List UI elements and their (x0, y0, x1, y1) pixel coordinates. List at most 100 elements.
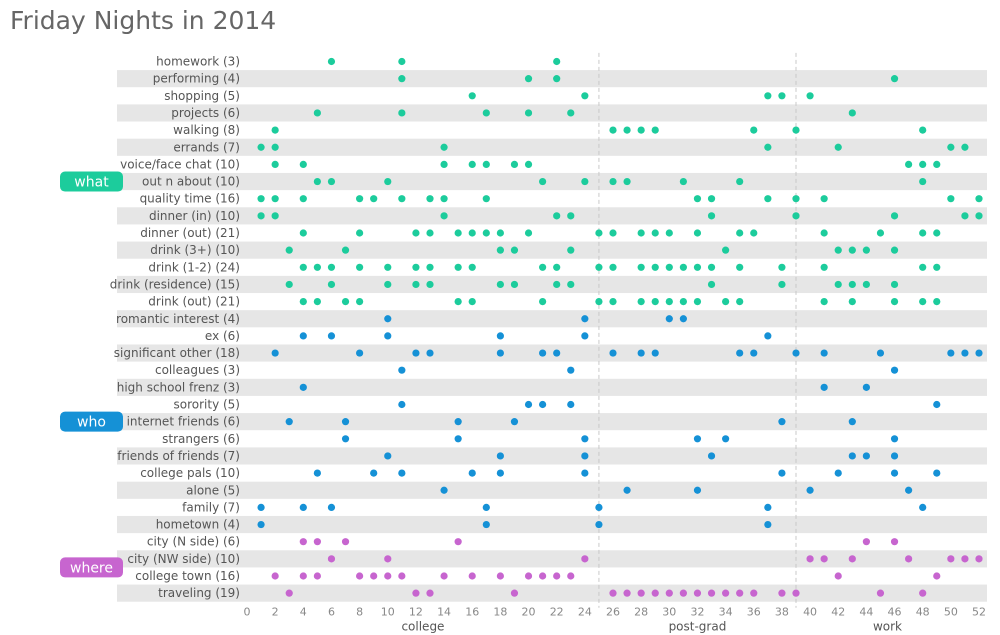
point-significant-other-18-week-51 (961, 349, 969, 357)
period-label-work: work (873, 620, 902, 634)
x-tick-label: 6 (328, 606, 335, 619)
point-drink-3-10-week-42 (834, 246, 842, 254)
point-dinner-in-10-week-39 (792, 212, 800, 220)
x-tick-label: 34 (719, 606, 733, 619)
point-out-n-about-10-week-31 (679, 177, 687, 186)
point-college-town-16-week-11 (398, 572, 406, 580)
point-city-n-side-6-week-7 (341, 538, 350, 546)
point-dinner-in-10-week-33 (707, 212, 716, 220)
point-voice-face-chat-10-week-20 (524, 160, 533, 168)
point-out-n-about-10-week-48 (919, 177, 927, 186)
x-tick-label: 12 (409, 606, 423, 619)
point-traveling-19-week-34 (722, 589, 730, 597)
row-band (117, 70, 987, 88)
point-dinner-out-21-week-26 (609, 229, 617, 237)
point-drink-1-2-24-week-5 (313, 263, 321, 271)
point-traveling-19-week-36 (750, 589, 758, 597)
point-strangers-6-week-32 (693, 435, 702, 443)
point-drink-out-21-week-8 (356, 298, 364, 306)
row-band (117, 344, 987, 362)
point-quality-time-16-week-17 (482, 195, 490, 203)
row-band (117, 104, 987, 122)
point-internet-friends-6-week-43 (848, 418, 856, 426)
point-drink-1-2-24-week-35 (736, 263, 744, 271)
point-romantic-interest-4-week-24 (581, 315, 589, 323)
point-dinner-out-21-week-20 (524, 229, 533, 237)
row-band (117, 207, 987, 225)
point-sorority-5-week-21 (539, 400, 547, 409)
point-errands-7-week-51 (961, 143, 969, 151)
point-projects-6-week-5 (313, 109, 321, 117)
x-tick-label: 28 (634, 606, 648, 619)
point-dinner-out-21-week-16 (468, 229, 476, 237)
row-label-alone-5: alone (5) (186, 483, 240, 497)
point-drink-out-21-week-26 (609, 298, 617, 306)
point-drink-1-2-24-week-15 (454, 263, 462, 271)
period-labels: college post-grad work (401, 620, 902, 634)
point-traveling-19-week-39 (792, 589, 800, 597)
point-ex-6-week-4 (299, 332, 307, 340)
point-shopping-5-week-24 (581, 92, 589, 100)
point-drink-out-21-week-7 (341, 298, 350, 306)
point-traveling-19-week-30 (665, 589, 673, 597)
period-dividers (598, 52, 797, 608)
point-alone-5-week-32 (693, 486, 702, 494)
point-city-nw-side-10-week-10 (384, 555, 392, 563)
point-walking-8-week-29 (651, 126, 659, 134)
x-tick-label: 38 (775, 606, 789, 619)
point-projects-6-week-20 (524, 109, 533, 117)
point-traveling-19-week-35 (736, 589, 744, 597)
point-hometown-4-week-1 (257, 520, 265, 529)
point-traveling-19-week-32 (693, 589, 702, 597)
point-voice-face-chat-10-week-19 (510, 160, 519, 168)
point-dinner-out-21-week-28 (637, 229, 645, 237)
point-drink-residence-15-week-18 (496, 280, 504, 289)
point-quality-time-16-week-11 (398, 195, 406, 203)
point-quality-time-16-week-8 (356, 195, 364, 203)
point-strangers-6-week-24 (581, 435, 589, 443)
point-family-7-week-37 (764, 503, 772, 511)
point-drink-1-2-24-week-25 (595, 263, 603, 271)
point-walking-8-week-2 (271, 126, 279, 134)
point-romantic-interest-4-week-10 (384, 315, 392, 323)
point-dinner-out-21-week-35 (736, 229, 744, 237)
point-city-n-side-6-week-4 (299, 538, 307, 546)
point-dinner-out-21-week-48 (919, 229, 927, 237)
point-significant-other-18-week-26 (609, 349, 617, 357)
row-band (117, 447, 987, 465)
point-college-town-16-week-21 (539, 572, 547, 580)
row-label-hometown-4: hometown (4) (156, 518, 240, 532)
point-traveling-19-week-33 (707, 589, 716, 597)
point-homework-3-week-6 (327, 57, 336, 66)
point-dinner-out-21-week-41 (820, 229, 828, 237)
point-dinner-in-10-week-22 (553, 212, 561, 220)
point-drink-3-10-week-7 (341, 246, 350, 254)
point-college-town-16-week-20 (524, 572, 533, 580)
point-dinner-out-21-week-17 (482, 229, 490, 237)
x-tick-label: 4 (300, 606, 307, 619)
point-quality-time-16-week-4 (299, 195, 307, 203)
point-homework-3-week-22 (553, 57, 561, 66)
point-significant-other-18-week-45 (876, 349, 885, 357)
point-alone-5-week-47 (905, 486, 913, 494)
point-drink-out-21-week-25 (595, 298, 603, 306)
point-out-n-about-10-week-27 (623, 177, 631, 186)
point-drink-1-2-24-week-8 (356, 263, 364, 271)
row-band (117, 481, 987, 499)
row-label-family-7: family (7) (182, 500, 240, 514)
point-college-town-16-week-8 (356, 572, 364, 580)
row-label-voice-face-chat-10: voice/face chat (10) (120, 157, 240, 171)
point-hometown-4-week-17 (482, 520, 490, 529)
point-college-pals-10-week-9 (370, 469, 378, 477)
point-shopping-5-week-16 (468, 92, 476, 100)
point-sorority-5-week-23 (567, 400, 575, 409)
category-badge-what: what (60, 171, 123, 192)
point-dinner-out-21-week-29 (651, 229, 659, 237)
point-colleagues-3-week-11 (398, 366, 406, 374)
point-significant-other-18-week-8 (356, 349, 364, 357)
row-label-errands-7: errands (7) (173, 140, 240, 154)
point-voice-face-chat-10-week-14 (440, 160, 448, 168)
point-shopping-5-week-38 (778, 92, 786, 100)
x-tick-label: 52 (972, 606, 986, 619)
x-tick-label: 40 (803, 606, 817, 619)
